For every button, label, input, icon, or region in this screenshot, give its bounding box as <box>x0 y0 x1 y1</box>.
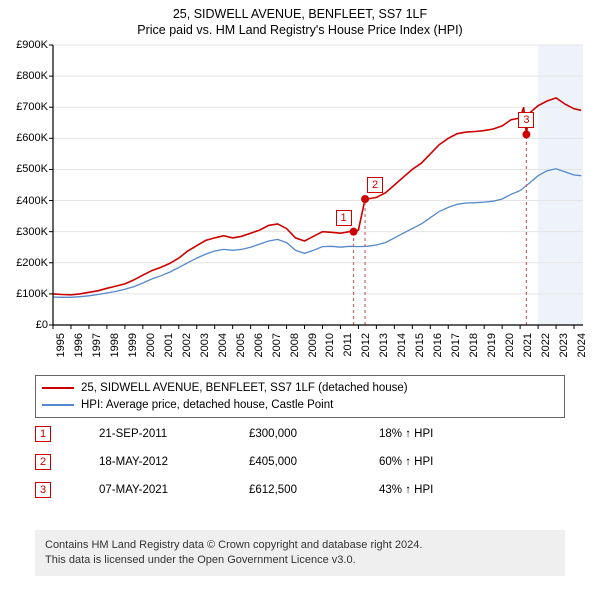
x-tick-label: 1997 <box>92 333 103 373</box>
x-tick-label: 2000 <box>146 333 157 373</box>
plot-transaction-badge: 1 <box>336 210 352 226</box>
y-tick-label: £900K <box>2 40 48 51</box>
y-tick-label: £400K <box>2 196 48 207</box>
transactions-table: 1 21-SEP-2011 £300,000 18% ↑ HPI 2 18-MA… <box>35 420 565 504</box>
footer-line: Contains HM Land Registry data © Crown c… <box>45 538 555 553</box>
x-tick-label: 1999 <box>128 333 139 373</box>
legend-swatch <box>42 404 74 406</box>
x-tick-label: 2005 <box>236 333 247 373</box>
chart-svg <box>53 45 583 325</box>
x-tick-label: 2022 <box>541 333 552 373</box>
x-tick-label: 2004 <box>218 333 229 373</box>
x-tick-label: 2011 <box>343 333 354 373</box>
y-tick-label: £500K <box>2 164 48 175</box>
transaction-pct: 60% ↑ HPI <box>379 456 499 468</box>
x-tick-label: 2008 <box>290 333 301 373</box>
x-tick-label: 2013 <box>379 333 390 373</box>
x-tick-label: 2017 <box>451 333 462 373</box>
transaction-pct: 43% ↑ HPI <box>379 484 499 496</box>
legend-swatch <box>42 387 74 389</box>
table-row: 3 07-MAY-2021 £612,500 43% ↑ HPI <box>35 476 565 504</box>
plot-transaction-badge: 2 <box>367 177 383 193</box>
x-tick-label: 1996 <box>74 333 85 373</box>
table-row: 2 18-MAY-2012 £405,000 60% ↑ HPI <box>35 448 565 476</box>
chart-subtitle: Price paid vs. HM Land Registry's House … <box>0 22 600 38</box>
x-tick-label: 2014 <box>397 333 408 373</box>
x-tick-label: 2015 <box>415 333 426 373</box>
y-tick-label: £200K <box>2 258 48 269</box>
x-tick-label: 2006 <box>254 333 265 373</box>
x-tick-label: 2012 <box>361 333 372 373</box>
legend-label: HPI: Average price, detached house, Cast… <box>81 397 333 414</box>
x-tick-label: 1998 <box>110 333 121 373</box>
figure-root: 25, SIDWELL AVENUE, BENFLEET, SS7 1LF Pr… <box>0 0 600 590</box>
x-tick-label: 2023 <box>559 333 570 373</box>
transaction-price: £405,000 <box>249 456 379 468</box>
legend-item: HPI: Average price, detached house, Cast… <box>42 397 558 414</box>
x-tick-label: 2016 <box>433 333 444 373</box>
transaction-date: 21-SEP-2011 <box>99 428 249 440</box>
y-tick-label: £0 <box>2 320 48 331</box>
x-tick-label: 1995 <box>56 333 67 373</box>
transaction-number-badge: 2 <box>35 454 51 470</box>
chart-title: 25, SIDWELL AVENUE, BENFLEET, SS7 1LF <box>0 6 600 22</box>
transaction-pct: 18% ↑ HPI <box>379 428 499 440</box>
transaction-number-badge: 3 <box>35 482 51 498</box>
transaction-date: 18-MAY-2012 <box>99 456 249 468</box>
attribution-footer: Contains HM Land Registry data © Crown c… <box>35 530 565 576</box>
x-tick-label: 2009 <box>308 333 319 373</box>
y-tick-label: £100K <box>2 289 48 300</box>
x-tick-label: 2003 <box>200 333 211 373</box>
legend-box: 25, SIDWELL AVENUE, BENFLEET, SS7 1LF (d… <box>35 375 565 418</box>
y-tick-label: £300K <box>2 227 48 238</box>
transaction-number-badge: 1 <box>35 426 51 442</box>
x-tick-label: 2002 <box>182 333 193 373</box>
x-tick-label: 2001 <box>164 333 175 373</box>
table-row: 1 21-SEP-2011 £300,000 18% ↑ HPI <box>35 420 565 448</box>
transaction-price: £300,000 <box>249 428 379 440</box>
legend-item: 25, SIDWELL AVENUE, BENFLEET, SS7 1LF (d… <box>42 380 558 397</box>
x-tick-label: 2020 <box>505 333 516 373</box>
x-tick-label: 2021 <box>523 333 534 373</box>
x-tick-label: 2024 <box>577 333 588 373</box>
x-tick-label: 2019 <box>487 333 498 373</box>
footer-line: This data is licensed under the Open Gov… <box>45 553 555 568</box>
title-block: 25, SIDWELL AVENUE, BENFLEET, SS7 1LF Pr… <box>0 0 600 39</box>
transaction-price: £612,500 <box>249 484 379 496</box>
x-tick-label: 2018 <box>469 333 480 373</box>
y-tick-label: £700K <box>2 102 48 113</box>
legend-label: 25, SIDWELL AVENUE, BENFLEET, SS7 1LF (d… <box>81 380 408 397</box>
chart-area <box>53 45 583 325</box>
x-tick-label: 2010 <box>325 333 336 373</box>
plot-transaction-badge: 3 <box>518 112 534 128</box>
x-tick-label: 2007 <box>272 333 283 373</box>
transaction-date: 07-MAY-2021 <box>99 484 249 496</box>
y-tick-label: £800K <box>2 71 48 82</box>
y-tick-label: £600K <box>2 133 48 144</box>
